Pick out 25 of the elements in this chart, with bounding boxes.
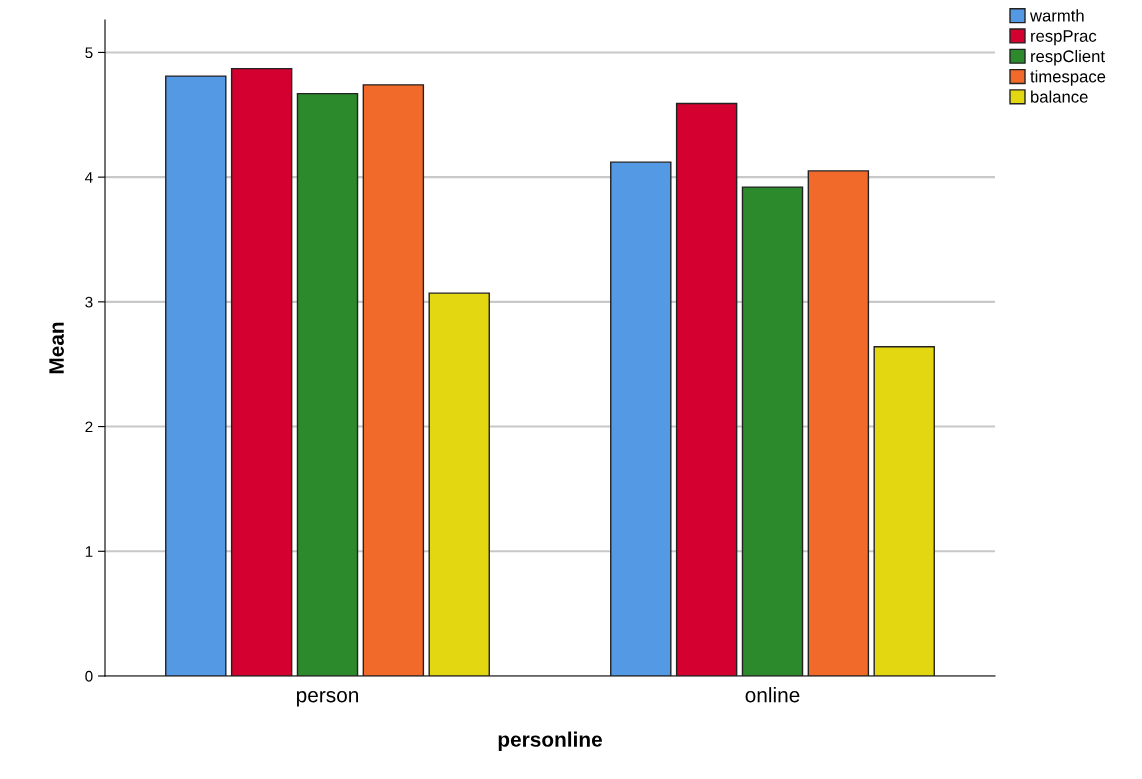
bar (741, 186, 804, 676)
legend-label: warmth (1029, 9, 1084, 22)
y-tick-label: 5 (85, 47, 93, 59)
bar (873, 346, 935, 676)
x-tick-label: online (745, 687, 800, 703)
legend-label: timespace (1030, 70, 1106, 86)
bar (165, 75, 227, 676)
bar (807, 170, 870, 676)
y-tick-label: 2 (85, 421, 93, 433)
y-tick-label: 3 (85, 296, 93, 308)
y-axis-title: Mean (49, 322, 64, 374)
bar (675, 102, 738, 676)
legend-label: balance (1031, 90, 1088, 103)
bar (296, 92, 359, 676)
x-axis-title: personline (498, 731, 602, 751)
y-tick-label: 4 (85, 172, 93, 183)
legend-label: respClient (1031, 49, 1105, 66)
y-tick-label: 0 (85, 670, 93, 682)
bar (362, 84, 425, 676)
x-tick-label: person (297, 691, 358, 707)
y-tick-label: 1 (85, 546, 93, 557)
legend-label: respPrac (1031, 30, 1097, 46)
bar (610, 161, 672, 676)
bar (230, 67, 293, 676)
bar (428, 292, 490, 676)
